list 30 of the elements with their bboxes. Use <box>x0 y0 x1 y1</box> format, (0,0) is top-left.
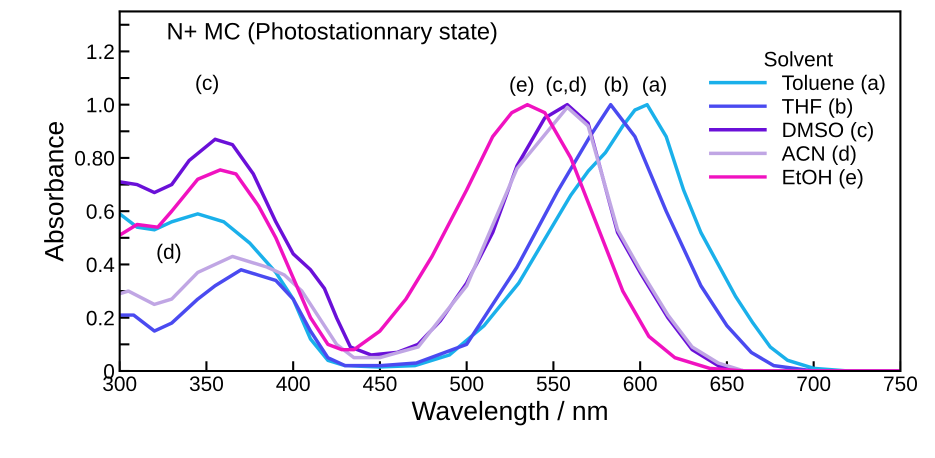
annotation: (e) <box>510 76 534 96</box>
chart-title: N+ MC (Photostationnary state) <box>168 22 496 44</box>
annotation: (d) <box>157 244 180 264</box>
y-axis-title: Absorbance <box>44 122 64 262</box>
legend-label: DMSO (c) <box>783 122 873 142</box>
y-tick-label: 0.80 <box>75 150 114 166</box>
y-tick-label: 0.4 <box>86 257 114 272</box>
x-tick-label: 700 <box>797 376 830 392</box>
legend-label: ACN (d) <box>782 146 856 165</box>
legend-label: Toluene (a) <box>782 74 885 94</box>
x-tick-label: 550 <box>536 376 570 392</box>
x-tick-label: 750 <box>884 376 917 392</box>
x-tick-label: 600 <box>624 376 657 392</box>
legend-title: Solvent <box>764 51 833 67</box>
legend-label: THF (b) <box>782 98 852 118</box>
x-tick-label: 350 <box>190 376 223 392</box>
annotation: (b) <box>604 76 628 96</box>
x-tick-label: 500 <box>450 376 484 392</box>
y-tick-label: 0.6 <box>86 204 114 219</box>
x-tick-label: 400 <box>276 376 310 392</box>
annotation: (a) <box>643 76 666 96</box>
annotation: (c,d) <box>546 76 586 96</box>
x-axis-title: Wavelength / nm <box>412 400 607 426</box>
legend-label: EtOH (e) <box>783 169 863 189</box>
y-tick-label: 1.2 <box>87 44 114 59</box>
annotation: (c) <box>196 74 218 94</box>
y-tick-label: 0.2 <box>86 310 114 326</box>
x-tick-label: 650 <box>710 376 744 392</box>
y-tick-label: 1.0 <box>87 98 114 112</box>
x-tick-label: 450 <box>363 376 396 392</box>
